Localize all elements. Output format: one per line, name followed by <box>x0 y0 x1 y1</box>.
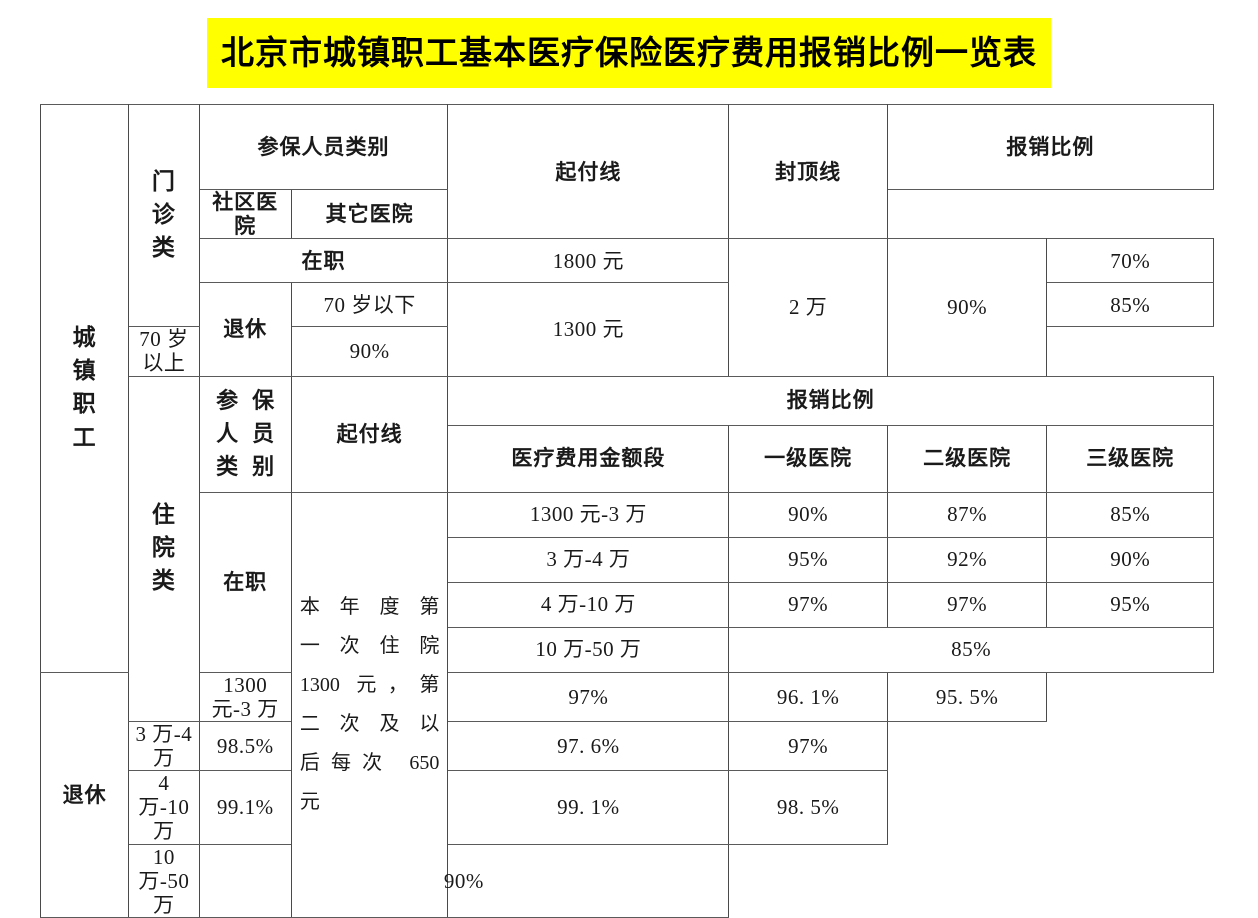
inpatient-retired-row-1: 退休 1300 元-3 万 97% 96. 1% 95. 5% <box>39 671 1214 918</box>
inpatient-l1-e3: 97% <box>728 581 888 628</box>
note-line-6: 元 <box>299 790 320 813</box>
outpatient-other-ratio-employed: 70% <box>1046 238 1214 284</box>
inpatient-band-r1: 1300 元-3 万 <box>198 671 292 722</box>
outpatient-other-ratio-over70: 90% <box>290 326 449 377</box>
outpatient-ceiling-value: 2 万 <box>728 238 888 377</box>
root-category-label: 城镇职工 <box>72 324 97 451</box>
inpatient-deductible-note: 本年度第 一次住院 1300 元，第 二次及以 后每次 650 元 <box>294 588 446 822</box>
inpatient-amount-band-header: 医疗费用金额段 <box>447 424 730 493</box>
inpatient-l3-e1: 85% <box>1046 491 1214 538</box>
outpatient-subheader-row: 社区医院 其它医院 <box>41 188 1214 240</box>
inpatient-person-type-header: 参 保 人 员 类 别 <box>198 375 292 493</box>
inpatient-l3-r1: 95. 5% <box>886 671 1048 722</box>
outpatient-header-row: 城镇职工 门诊类 参保人员类别 起付线 封顶线 报销比例 <box>39 103 1215 673</box>
inpatient-employed-row-3: 4 万-10 万 97% 97% 95% <box>41 581 1214 628</box>
inpatient-l3-e2: 90% <box>1046 536 1214 583</box>
inpatient-subheader-row: 医疗费用金额段 一级医院 二级医院 三级医院 <box>41 424 1214 493</box>
char-6: 别 <box>252 454 275 480</box>
inpatient-person-type-label: 参 保 人 员 类 别 <box>209 385 281 484</box>
outpatient-person-type-header: 参保人员类别 <box>198 104 449 190</box>
inpatient-l3-e3: 95% <box>1046 581 1214 628</box>
inpatient-band-e1: 1300 元-3 万 <box>447 491 730 538</box>
inpatient-l2-e1: 87% <box>886 491 1048 538</box>
inpatient-merged-r4: 90% <box>198 843 730 918</box>
inpatient-type-employed: 在职 <box>198 491 292 673</box>
outpatient-community-header: 社区医院 <box>198 188 292 240</box>
note-line-5: 后每次 650 <box>299 751 440 774</box>
inpatient-band-r2: 3 万-4 万 <box>128 720 200 772</box>
inpatient-l2-e2: 92% <box>886 536 1048 583</box>
inpatient-retired-row-4: 10 万-50 万 90% <box>41 843 1214 918</box>
inpatient-level2-header: 二级医院 <box>886 424 1048 493</box>
inpatient-employed-row-2: 3 万-4 万 95% 92% 90% <box>41 536 1214 583</box>
outpatient-sub-over70: 70 岁以上 <box>128 326 200 377</box>
inpatient-band-e4: 10 万-50 万 <box>447 626 730 673</box>
outpatient-other-ratio-under70: 85% <box>1046 282 1214 328</box>
outpatient-ratio-header: 报销比例 <box>886 104 1215 190</box>
char-4: 员 <box>252 421 275 447</box>
inpatient-l1-e1: 90% <box>728 491 888 538</box>
inpatient-ratio-header: 报销比例 <box>447 375 1214 426</box>
inpatient-deductible-header: 起付线 <box>290 375 449 493</box>
inpatient-l1-r1: 97% <box>447 671 730 722</box>
page-title: 北京市城镇职工基本医疗保险医疗费用报销比例一览表 <box>207 18 1051 88</box>
page-title-banner: 北京市城镇职工基本医疗保险医疗费用报销比例一览表 <box>0 18 1258 88</box>
outpatient-type-retired: 退休 <box>198 282 292 377</box>
outpatient-other-header: 其它医院 <box>290 188 449 240</box>
inpatient-type-retired: 退休 <box>39 671 130 918</box>
note-line-3: 1300 元，第 <box>299 673 440 696</box>
inpatient-l3-r3: 98. 5% <box>728 770 888 845</box>
outpatient-community-ratio: 90% <box>886 238 1048 377</box>
inpatient-l2-e3: 97% <box>886 581 1048 628</box>
outpatient-row-retired-under70: 退休 70 岁以下 1300 元 85% <box>41 282 1214 377</box>
inpatient-l2-r1: 96. 1% <box>728 671 888 722</box>
char-3: 人 <box>216 421 239 447</box>
outpatient-sub-under70: 70 岁以下 <box>290 282 449 328</box>
inpatient-l2-r2: 97. 6% <box>447 720 730 772</box>
inpatient-l1-e2: 95% <box>728 536 888 583</box>
inpatient-band-r3: 4 万-10 万 <box>128 770 200 845</box>
inpatient-level1-header: 一级医院 <box>728 424 888 493</box>
inpatient-merged-e4: 85% <box>728 626 1214 673</box>
outpatient-section-label: 门诊类 <box>151 168 176 262</box>
inpatient-l1-r2: 98.5% <box>198 720 292 772</box>
inpatient-l2-r3: 99. 1% <box>447 770 730 845</box>
char-2: 保 <box>252 388 275 414</box>
root-category-cell: 城镇职工 <box>39 104 130 673</box>
outpatient-deductible-employed: 1800 元 <box>447 238 730 284</box>
outpatient-section-cell: 门诊类 <box>128 103 200 328</box>
inpatient-band-e2: 3 万-4 万 <box>447 536 730 583</box>
inpatient-retired-row-2: 3 万-4 万 98.5% 97. 6% 97% <box>41 720 1214 772</box>
inpatient-band-r4: 10 万-50 万 <box>128 843 200 918</box>
inpatient-employed-row-4: 10 万-50 万 85% <box>41 626 1214 673</box>
inpatient-level3-header: 三级医院 <box>1046 424 1214 493</box>
outpatient-row-employed: 在职 1800 元 2 万 90% 70% <box>41 238 1214 377</box>
char-1: 参 <box>216 388 239 414</box>
outpatient-deductible-header: 起付线 <box>447 103 730 240</box>
inpatient-l1-r3: 99.1% <box>198 770 292 845</box>
outpatient-row-retired-over70: 70 岁以上 90% <box>41 326 1214 377</box>
note-line-4: 二次及以 <box>299 712 440 735</box>
inpatient-l3-r2: 97% <box>728 720 888 772</box>
note-line-2: 一次住院 <box>299 634 440 657</box>
outpatient-type-employed: 在职 <box>198 238 449 284</box>
inpatient-band-e3: 4 万-10 万 <box>447 581 730 628</box>
inpatient-employed-row-1: 在职 本年度第 一次住院 1300 元，第 二次及以 后每次 650 元 130… <box>41 491 1214 918</box>
inpatient-section-cell: 住院类 <box>128 375 200 722</box>
inpatient-retired-row-3: 4 万-10 万 99.1% 99. 1% 98. 5% <box>41 770 1214 845</box>
reimbursement-table: 城镇职工 门诊类 参保人员类别 起付线 封顶线 报销比例 社区医院 其它医院 在… <box>39 103 1215 918</box>
outpatient-deductible-retired: 1300 元 <box>447 282 730 377</box>
note-line-1: 本年度第 <box>299 595 440 618</box>
inpatient-header-row: 住院类 参 保 人 员 类 别 起付线 报销比例 <box>41 375 1214 722</box>
char-5: 类 <box>216 454 239 480</box>
outpatient-ceiling-header: 封顶线 <box>728 103 888 240</box>
inpatient-section-label: 住院类 <box>151 501 176 595</box>
